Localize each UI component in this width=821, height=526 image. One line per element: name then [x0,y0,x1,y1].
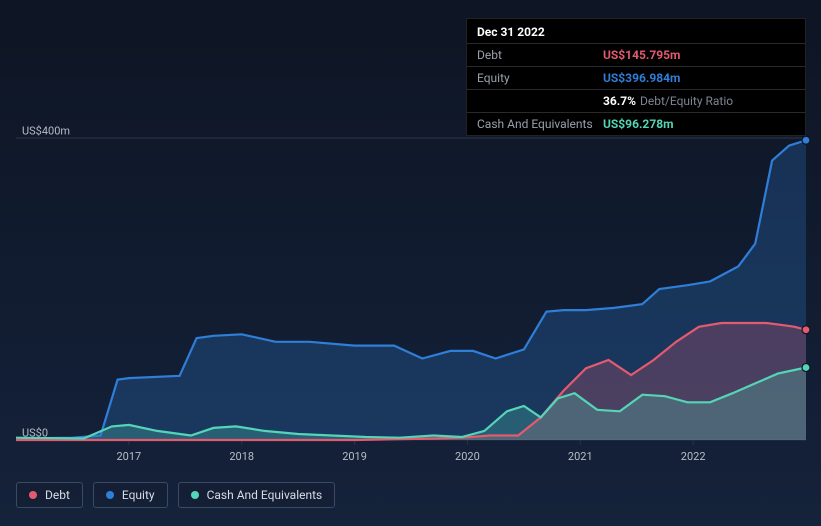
tooltip-title: Dec 31 2022 [467,19,805,43]
tooltip-row: EquityUS$396.984m [467,66,805,89]
tooltip-row-suffix: Debt/Equity Ratio [640,94,733,108]
legend-label: Cash And Equivalents [207,488,323,502]
legend-item[interactable]: Cash And Equivalents [178,482,336,508]
tooltip-row-label: Cash And Equivalents [477,117,603,131]
x-axis-label: 2021 [568,450,593,463]
chart-container: Dec 31 2022 DebtUS$145.795mEquityUS$396.… [0,0,821,526]
legend-item[interactable]: Debt [16,482,83,508]
tooltip-row-value: US$396.984m [603,71,680,85]
legend-label: Debt [45,488,70,502]
legend-label: Equity [122,488,155,502]
legend-swatch [29,491,37,499]
tooltip-row-value: US$96.278m [603,117,673,131]
series-end-marker-debt [802,326,810,334]
tooltip-row-label: Equity [477,71,603,85]
tooltip-row: 36.7% Debt/Equity Ratio [467,89,805,112]
legend-swatch [191,491,199,499]
x-axis-label: 2018 [229,450,254,463]
tooltip-row-value: US$145.795m [603,48,680,62]
x-axis-label: 2019 [342,450,367,463]
chart-plot[interactable] [16,138,806,440]
chart-legend: Debt Equity Cash And Equivalents [16,482,335,508]
chart-tooltip: Dec 31 2022 DebtUS$145.795mEquityUS$396.… [466,18,806,136]
x-axis-label: 2017 [116,450,141,463]
tooltip-row: DebtUS$145.795m [467,43,805,66]
y-axis-label: US$400m [22,125,70,138]
legend-swatch [106,491,114,499]
tooltip-row-label: Debt [477,48,603,62]
legend-item[interactable]: Equity [93,482,168,508]
tooltip-row-value: 36.7% [603,94,636,108]
series-end-marker-equity [802,136,810,144]
series-end-marker-cash [802,364,810,372]
tooltip-row: Cash And EquivalentsUS$96.278m [467,112,805,135]
x-axis-label: 2022 [681,450,706,463]
x-axis-label: 2020 [455,450,480,463]
